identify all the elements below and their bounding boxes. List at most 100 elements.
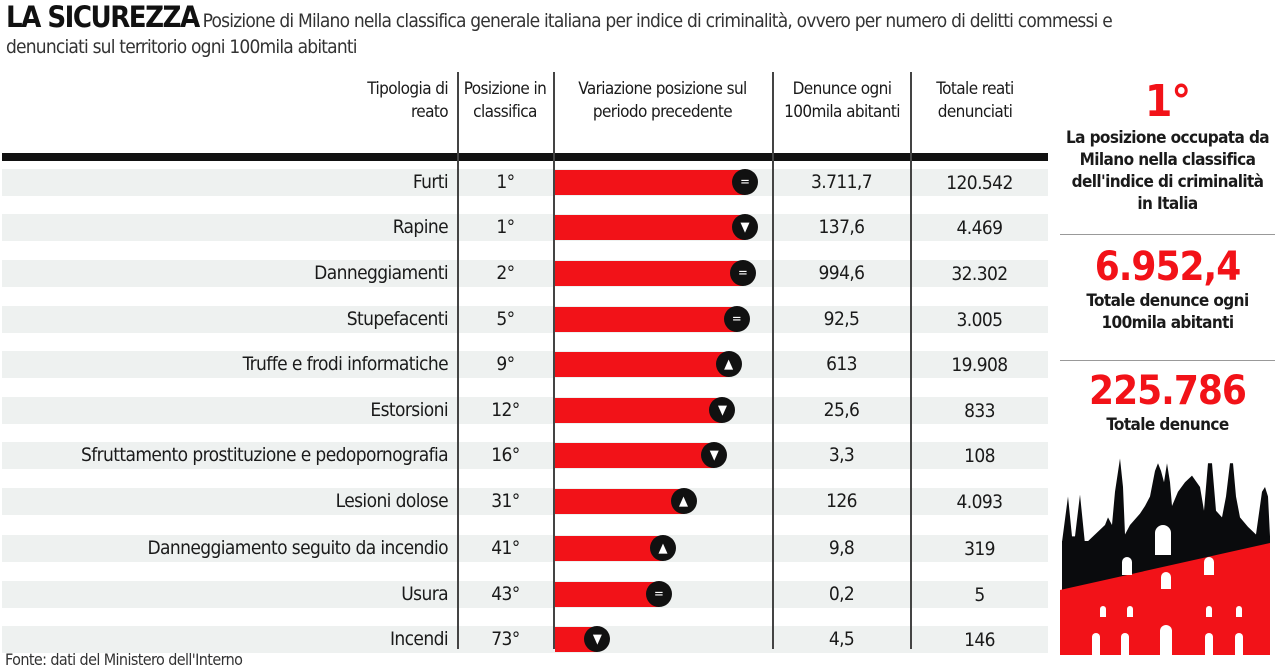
header-rule [2, 153, 1048, 161]
crime-type: Truffe e frodi informatiche [242, 353, 449, 375]
crime-type: Sfruttamento prostituzione e pedopornogr… [80, 444, 449, 466]
rank-bar [555, 261, 743, 286]
denunce-value: 4,5 [828, 628, 855, 650]
rank-value: 73° [491, 628, 520, 650]
table-row [2, 581, 1048, 608]
col-header-posizione: Posizione in classifica [463, 79, 547, 122]
table-row [2, 442, 1048, 469]
table-row [2, 306, 1048, 333]
crime-type: Danneggiamenti [314, 262, 448, 284]
denunce-value: 613 [826, 353, 857, 375]
side-totale: 225.786 Totale denunce [1060, 368, 1275, 436]
rank-bar [555, 307, 737, 332]
rank-bar [555, 582, 659, 607]
trend-equal-icon: = [732, 169, 758, 195]
duomo-milano-illustration [1060, 458, 1270, 655]
trend-down-icon: ▼ [584, 626, 611, 652]
divider [1060, 234, 1275, 235]
rank-bar [555, 536, 663, 561]
totale-value: 120.542 [946, 172, 1013, 194]
divider [1060, 360, 1275, 361]
trend-up-icon: ▲ [650, 535, 676, 561]
denunce-value: 126 [826, 490, 857, 512]
totale-value: 3.005 [956, 309, 1004, 331]
trend-equal-icon: = [645, 581, 672, 607]
totale-value: 4.469 [956, 217, 1004, 239]
totale-value: 108 [964, 445, 995, 467]
totale-value: 225.786 [1089, 368, 1247, 414]
totale-value: 5 [974, 584, 985, 606]
subtitle: Posizione di Milano nella classifica gen… [6, 10, 1113, 58]
table-row [2, 535, 1048, 562]
col-header-reato: Tipologia di reato [367, 79, 448, 122]
denunce-value: 0,2 [828, 583, 855, 605]
rank-bar [555, 489, 684, 514]
crime-type: Stupefacenti [346, 308, 449, 330]
trend-up-icon: ▲ [715, 351, 742, 377]
rank-value: 43° [491, 583, 520, 605]
totale-value: 833 [964, 400, 995, 422]
totale-value: 146 [964, 629, 995, 651]
denunce-value: 9,8 [828, 537, 855, 559]
table-row [2, 397, 1048, 424]
crime-type: Furti [412, 171, 449, 193]
duomo-windows [1092, 525, 1243, 655]
denunce-value: 3.711,7 [810, 171, 873, 193]
totale-label: Totale denunce [1106, 415, 1229, 435]
denunce-value: 6.952,4 [1094, 244, 1242, 290]
totale-value: 19.908 [951, 354, 1008, 376]
rank-value: 1° [496, 216, 515, 238]
denunce-label: Totale denunce ogni 100mila abitanti [1086, 291, 1249, 333]
trend-equal-icon: = [723, 306, 750, 332]
totale-value: 4.093 [956, 491, 1004, 513]
position-value: 1° [1144, 76, 1191, 127]
table-row [2, 214, 1048, 241]
trend-down-icon: ▼ [709, 397, 736, 423]
table-row [2, 169, 1048, 196]
trend-up-icon: ▲ [670, 488, 697, 514]
denunce-value: 92,5 [823, 308, 860, 330]
table-row [2, 351, 1048, 378]
crime-type: Lesioni dolose [335, 490, 449, 512]
trend-down-icon: ▼ [701, 442, 728, 468]
table-row [2, 260, 1048, 287]
rank-value: 12° [491, 399, 520, 421]
column-divider [553, 72, 555, 649]
totale-value: 319 [964, 538, 995, 560]
table-row [2, 626, 1048, 653]
denunce-value: 3,3 [828, 444, 855, 466]
table-row [2, 488, 1048, 515]
crime-type: Rapine [392, 216, 449, 238]
col-header-totale: Totale reati denunciati [936, 79, 1014, 122]
rank-value: 31° [491, 490, 520, 512]
denunce-value: 25,6 [823, 399, 860, 421]
column-divider [772, 72, 774, 649]
rank-value: 1° [496, 171, 515, 193]
denunce-value: 994,6 [818, 262, 866, 284]
totale-value: 32.302 [951, 263, 1008, 285]
rank-value: 9° [496, 353, 515, 375]
rank-bar [555, 170, 745, 195]
column-divider [910, 72, 912, 649]
crime-type: Estorsioni [370, 399, 448, 421]
title: LA SICUREZZA [6, 0, 200, 34]
rank-value: 5° [496, 308, 515, 330]
crime-type: Usura [401, 583, 448, 605]
position-label: La posizione occupata da Milano nella cl… [1065, 128, 1270, 214]
crime-type: Incendi [389, 628, 449, 650]
crime-type: Danneggiamento seguito da incendio [147, 537, 448, 559]
col-header-variazione: Variazione posizione sul periodo precede… [578, 79, 747, 122]
side-position: 1° La posizione occupata da Milano nella… [1060, 76, 1275, 215]
rank-value: 2° [496, 262, 515, 284]
rank-bar [555, 443, 715, 468]
rank-bar [555, 352, 729, 377]
col-header-denunce: Denunce ogni 100mila abitanti [784, 79, 900, 122]
rank-value: 16° [491, 444, 520, 466]
trend-down-icon: ▼ [732, 214, 758, 240]
denunce-value: 137,6 [818, 216, 866, 238]
rank-value: 41° [491, 537, 520, 559]
source-note: Fonte: dati del Ministero dell'Interno [5, 650, 243, 669]
header: LA SICUREZZA Posizione di Milano nella cl… [6, 3, 1156, 60]
side-denunce: 6.952,4 Totale denunce ogni 100mila abit… [1060, 244, 1275, 334]
